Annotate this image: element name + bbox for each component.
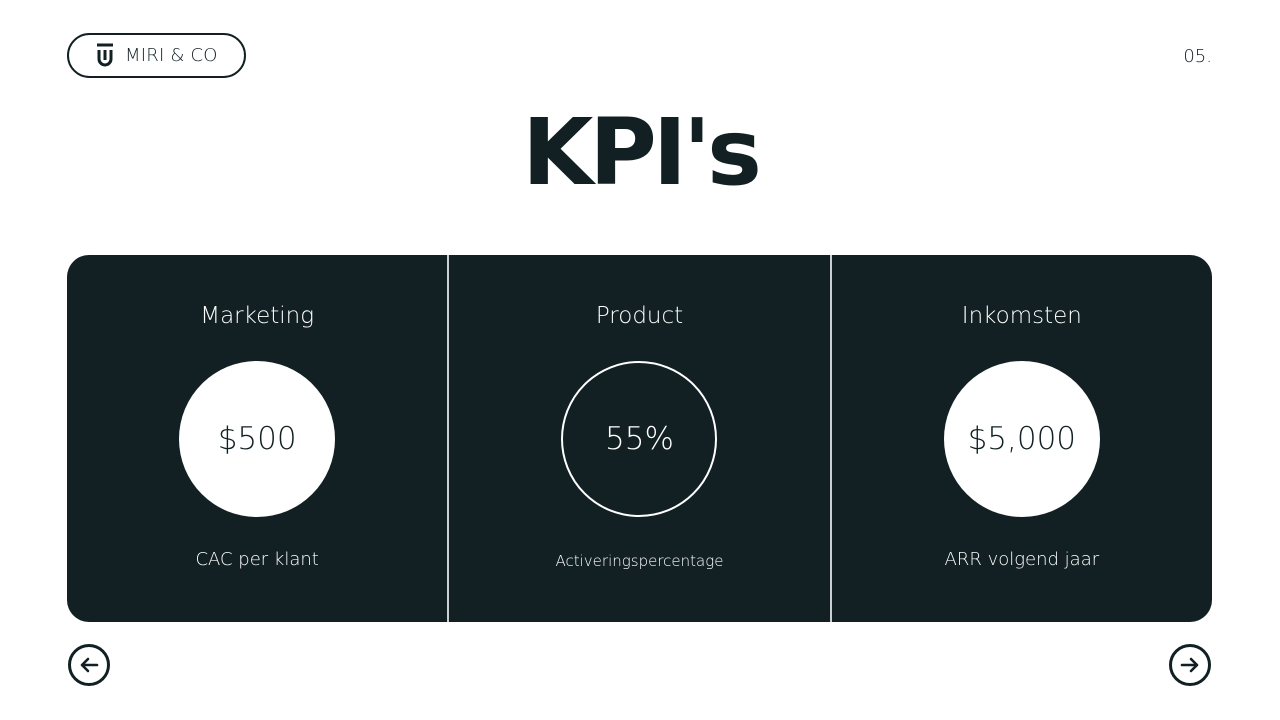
kpi-label: Activeringspercentage [555, 552, 724, 570]
page-title: KPI's [522, 99, 762, 206]
kpi-label: ARR volgend jaar [944, 549, 1100, 570]
kpi-value: $5,000 [943, 361, 1100, 517]
kpi-card-inkomsten: Inkomsten $5,000 ARR volgend jaar [829, 255, 1212, 622]
brand-badge: MIRI & CO [67, 33, 246, 78]
kpi-card-marketing: Marketing $500 CAC per klant [67, 255, 447, 622]
kpi-label: CAC per klant [195, 549, 319, 570]
kpi-value: 55% [561, 361, 718, 517]
page-number: 05. [1183, 46, 1212, 67]
kpi-value: $500 [179, 361, 336, 517]
kpi-category: Inkomsten [961, 303, 1082, 329]
logo-icon [97, 43, 113, 66]
arrow-left-icon [80, 657, 99, 673]
prev-button[interactable] [68, 644, 110, 686]
kpi-category: Marketing [200, 303, 315, 329]
arrow-right-icon [1180, 657, 1199, 673]
next-button[interactable] [1169, 644, 1211, 686]
kpi-card-product: Product 55% Activeringspercentage [447, 255, 829, 622]
brand-name: MIRI & CO [125, 45, 218, 66]
kpi-panel: Marketing $500 CAC per klant Product 55%… [67, 255, 1212, 622]
kpi-category: Product [595, 303, 684, 329]
